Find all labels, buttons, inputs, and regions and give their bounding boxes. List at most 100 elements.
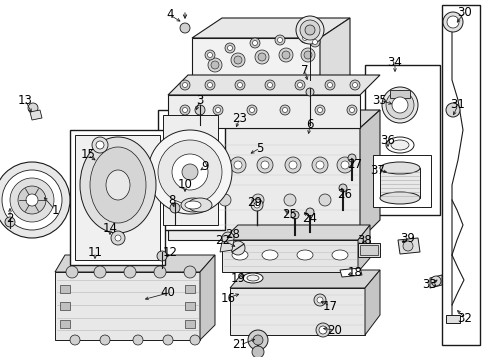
Text: 39: 39: [400, 231, 415, 245]
Circle shape: [229, 157, 245, 173]
Circle shape: [252, 40, 257, 45]
Text: 20: 20: [327, 323, 342, 337]
Circle shape: [180, 23, 190, 33]
Polygon shape: [222, 225, 369, 240]
Polygon shape: [199, 255, 214, 340]
Text: 27: 27: [347, 159, 362, 171]
Circle shape: [252, 194, 263, 206]
Ellipse shape: [90, 147, 146, 223]
Polygon shape: [167, 110, 379, 128]
Text: 26: 26: [337, 188, 352, 201]
Circle shape: [206, 161, 213, 169]
Circle shape: [402, 241, 412, 251]
Circle shape: [170, 203, 180, 213]
Circle shape: [237, 82, 242, 87]
Circle shape: [445, 103, 459, 117]
Bar: [60, 285, 70, 293]
Bar: [379, 168, 419, 198]
Circle shape: [279, 105, 289, 115]
Circle shape: [230, 53, 244, 67]
Ellipse shape: [332, 250, 348, 260]
Text: 33: 33: [422, 278, 437, 292]
Ellipse shape: [390, 140, 408, 150]
Text: 34: 34: [387, 55, 402, 69]
Bar: [389, 90, 409, 98]
Text: 14: 14: [102, 221, 117, 235]
Circle shape: [304, 25, 314, 35]
Bar: [184, 320, 195, 328]
Polygon shape: [229, 270, 379, 288]
Circle shape: [318, 194, 330, 206]
Circle shape: [446, 16, 458, 28]
Circle shape: [303, 51, 311, 59]
Polygon shape: [75, 135, 160, 260]
Circle shape: [0, 162, 70, 238]
Circle shape: [381, 87, 417, 123]
Circle shape: [201, 157, 217, 173]
Circle shape: [385, 91, 413, 119]
Polygon shape: [167, 128, 359, 240]
Polygon shape: [364, 270, 379, 335]
Circle shape: [300, 33, 309, 43]
Circle shape: [317, 107, 322, 112]
Polygon shape: [397, 238, 419, 254]
Text: 28: 28: [225, 228, 240, 241]
Text: 15: 15: [80, 149, 95, 161]
Ellipse shape: [80, 137, 156, 233]
Circle shape: [154, 266, 166, 278]
Circle shape: [207, 82, 212, 87]
Circle shape: [124, 266, 136, 278]
Polygon shape: [357, 225, 369, 272]
Text: 23: 23: [232, 111, 247, 125]
Circle shape: [225, 43, 235, 53]
Text: 17: 17: [322, 300, 337, 312]
Circle shape: [182, 164, 197, 180]
Circle shape: [70, 335, 80, 345]
Polygon shape: [220, 240, 233, 252]
Bar: [364, 65, 439, 215]
Ellipse shape: [181, 198, 205, 212]
Circle shape: [18, 186, 46, 214]
Circle shape: [313, 294, 325, 306]
Circle shape: [311, 157, 327, 173]
Circle shape: [277, 37, 282, 42]
Polygon shape: [55, 272, 199, 340]
Circle shape: [301, 48, 314, 62]
Ellipse shape: [246, 275, 258, 281]
Polygon shape: [229, 288, 364, 335]
Circle shape: [207, 52, 212, 57]
Circle shape: [305, 88, 313, 96]
Circle shape: [190, 335, 199, 345]
Circle shape: [349, 107, 354, 112]
Ellipse shape: [231, 250, 247, 260]
Bar: [158, 110, 225, 230]
Text: 25: 25: [282, 208, 297, 221]
Circle shape: [314, 105, 324, 115]
Circle shape: [290, 211, 298, 219]
Circle shape: [181, 161, 189, 169]
Circle shape: [252, 346, 263, 357]
Text: 10: 10: [177, 178, 192, 191]
Bar: [441, 5, 479, 345]
Circle shape: [5, 217, 15, 227]
Circle shape: [264, 80, 274, 90]
Circle shape: [352, 82, 357, 87]
Circle shape: [182, 107, 187, 112]
Text: 12: 12: [162, 246, 177, 258]
Circle shape: [205, 50, 214, 60]
Polygon shape: [359, 110, 379, 240]
Circle shape: [195, 105, 205, 115]
Circle shape: [309, 37, 319, 47]
Polygon shape: [192, 18, 349, 38]
Circle shape: [317, 297, 322, 303]
Circle shape: [305, 208, 313, 216]
Circle shape: [348, 154, 355, 162]
Circle shape: [318, 326, 326, 334]
Circle shape: [254, 202, 259, 208]
Circle shape: [26, 194, 38, 206]
Text: 19: 19: [230, 272, 245, 285]
Circle shape: [257, 53, 265, 61]
Circle shape: [172, 154, 208, 190]
Circle shape: [297, 82, 302, 87]
Circle shape: [324, 80, 334, 90]
